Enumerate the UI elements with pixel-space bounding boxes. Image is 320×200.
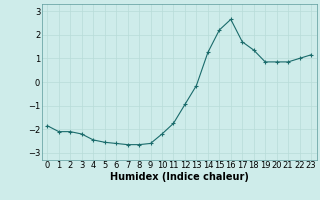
X-axis label: Humidex (Indice chaleur): Humidex (Indice chaleur) [110,172,249,182]
